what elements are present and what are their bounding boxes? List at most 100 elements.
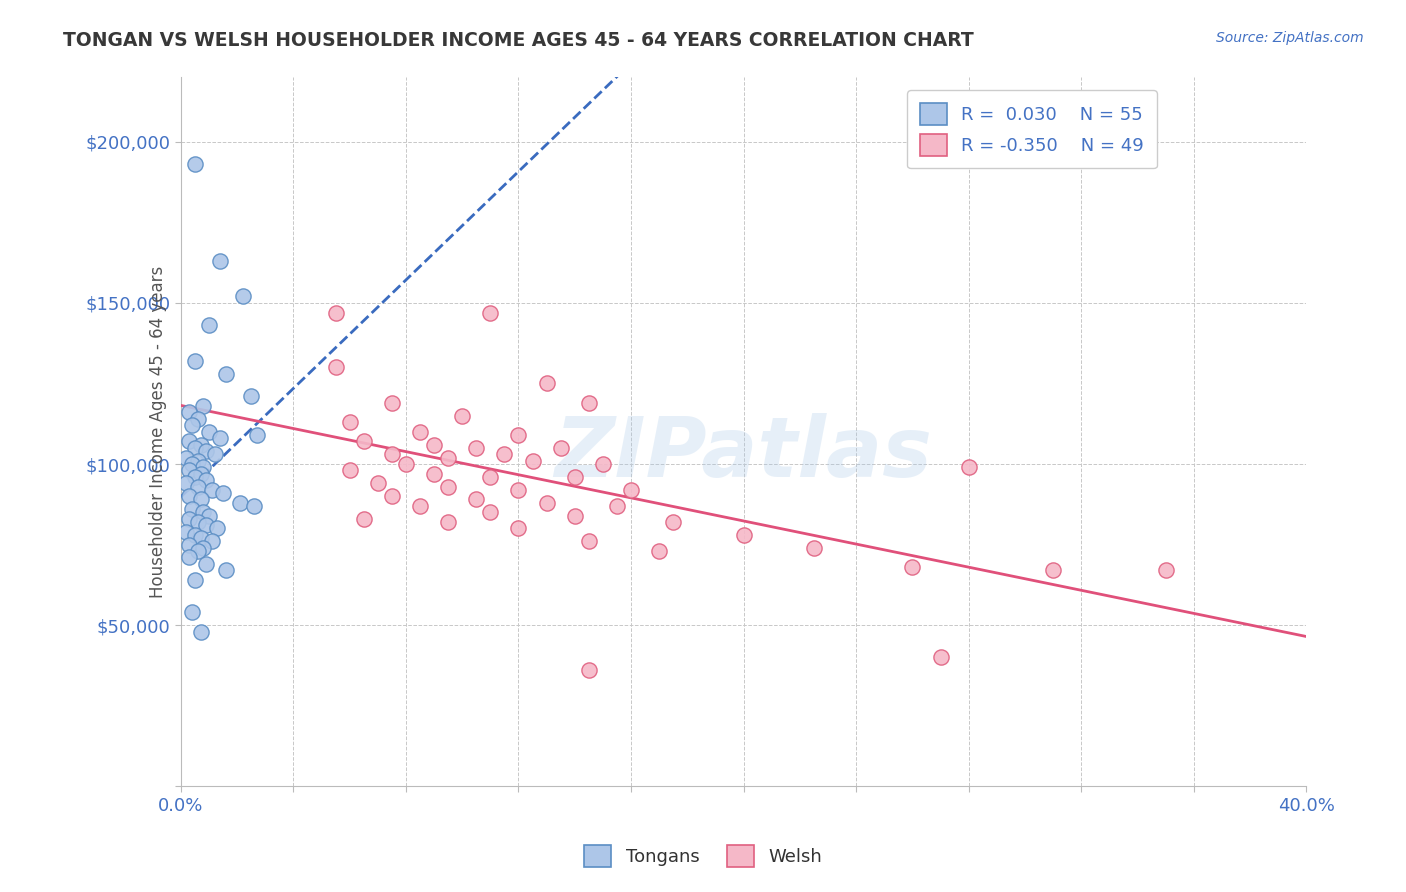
- Point: [187, 454, 209, 468]
- Point: [179, 405, 201, 419]
- Point: [479, 305, 502, 319]
- Point: [204, 447, 226, 461]
- Point: [564, 508, 586, 523]
- Point: [423, 467, 446, 481]
- Point: [381, 489, 404, 503]
- Point: [198, 425, 221, 439]
- Point: [187, 544, 209, 558]
- Point: [465, 441, 488, 455]
- Point: [339, 463, 361, 477]
- Point: [381, 447, 404, 461]
- Point: [179, 550, 201, 565]
- Point: [179, 537, 201, 551]
- Point: [176, 476, 198, 491]
- Point: [181, 457, 204, 471]
- Point: [229, 496, 252, 510]
- Point: [325, 360, 347, 375]
- Point: [179, 489, 201, 503]
- Point: [522, 454, 544, 468]
- Point: [209, 254, 232, 268]
- Point: [187, 412, 209, 426]
- Point: [190, 438, 212, 452]
- Point: [803, 541, 825, 555]
- Point: [578, 396, 600, 410]
- Point: [662, 515, 685, 529]
- Point: [578, 534, 600, 549]
- Point: [179, 512, 201, 526]
- Point: [195, 444, 218, 458]
- Point: [409, 425, 432, 439]
- Point: [367, 476, 389, 491]
- Point: [195, 473, 218, 487]
- Point: [184, 354, 207, 368]
- Point: [212, 486, 235, 500]
- Point: [176, 524, 198, 539]
- Point: [181, 605, 204, 619]
- Point: [198, 318, 221, 333]
- Point: [451, 409, 474, 423]
- Point: [423, 438, 446, 452]
- Point: [184, 573, 207, 587]
- Point: [1154, 563, 1177, 577]
- Point: [240, 389, 263, 403]
- Point: [536, 496, 558, 510]
- Point: [648, 544, 671, 558]
- Point: [381, 396, 404, 410]
- Point: [564, 470, 586, 484]
- Point: [508, 521, 530, 535]
- Point: [179, 434, 201, 449]
- Point: [176, 450, 198, 465]
- Point: [508, 483, 530, 497]
- Point: [733, 528, 755, 542]
- Point: [246, 428, 269, 442]
- Point: [209, 431, 232, 445]
- Point: [437, 450, 460, 465]
- Point: [187, 479, 209, 493]
- Point: [190, 467, 212, 481]
- Point: [479, 505, 502, 519]
- Point: [190, 531, 212, 545]
- Point: [184, 528, 207, 542]
- Point: [179, 463, 201, 477]
- Point: [193, 460, 215, 475]
- Point: [479, 470, 502, 484]
- Point: [592, 457, 614, 471]
- Point: [198, 508, 221, 523]
- Point: [550, 441, 572, 455]
- Point: [184, 157, 207, 171]
- Point: [437, 479, 460, 493]
- Legend: R =  0.030    N = 55, R = -0.350    N = 49: R = 0.030 N = 55, R = -0.350 N = 49: [907, 90, 1157, 169]
- Point: [193, 505, 215, 519]
- Point: [184, 441, 207, 455]
- Point: [395, 457, 418, 471]
- Point: [215, 563, 238, 577]
- Point: [929, 650, 952, 665]
- Point: [437, 515, 460, 529]
- Point: [201, 534, 224, 549]
- Point: [508, 428, 530, 442]
- Point: [1042, 563, 1064, 577]
- Point: [409, 499, 432, 513]
- Point: [325, 305, 347, 319]
- Point: [339, 415, 361, 429]
- Point: [957, 460, 980, 475]
- Point: [494, 447, 516, 461]
- Point: [232, 289, 254, 303]
- Point: [465, 492, 488, 507]
- Y-axis label: Householder Income Ages 45 - 64 years: Householder Income Ages 45 - 64 years: [149, 266, 167, 598]
- Text: TONGAN VS WELSH HOUSEHOLDER INCOME AGES 45 - 64 YEARS CORRELATION CHART: TONGAN VS WELSH HOUSEHOLDER INCOME AGES …: [63, 31, 974, 50]
- Point: [243, 499, 266, 513]
- Point: [207, 521, 229, 535]
- Point: [606, 499, 628, 513]
- Point: [190, 492, 212, 507]
- Point: [181, 502, 204, 516]
- Point: [193, 399, 215, 413]
- Point: [901, 560, 924, 574]
- Point: [536, 376, 558, 391]
- Point: [187, 515, 209, 529]
- Point: [193, 541, 215, 555]
- Point: [181, 418, 204, 433]
- Text: Source: ZipAtlas.com: Source: ZipAtlas.com: [1216, 31, 1364, 45]
- Point: [195, 518, 218, 533]
- Point: [620, 483, 643, 497]
